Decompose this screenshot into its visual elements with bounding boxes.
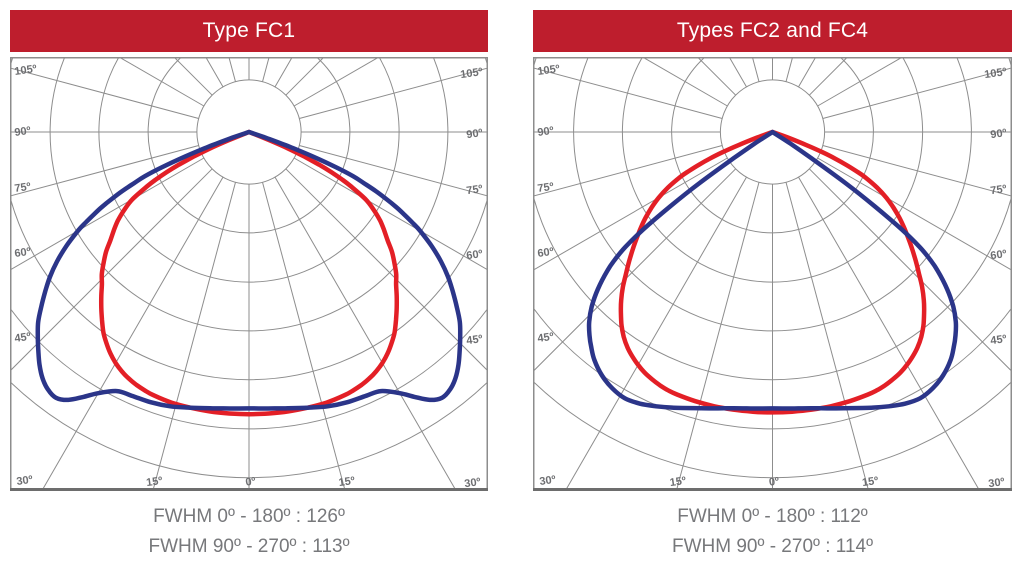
angle-tick-label: 105º [460, 66, 484, 81]
grid-spoke [262, 182, 346, 490]
angle-tick-label: 45º [14, 331, 32, 345]
panel-fc2-fc4-title: Types FC2 and FC4 [676, 19, 869, 42]
panel-fc2-fc4: Types FC2 and FC4 45º 45º 60º 60º 75º 75º 90º 9… [533, 10, 1012, 562]
angle-tick-label: 75º [466, 183, 484, 197]
angle-tick-label: 30º [16, 474, 34, 488]
grid-spoke [565, 176, 747, 490]
curve-90-270 [98, 129, 400, 417]
angle-tick-label: 90º [990, 127, 1008, 141]
grid-spoke [11, 168, 213, 371]
angle-tick-label: 45º [990, 333, 1008, 347]
angle-tick-label: 90º [14, 125, 32, 139]
fwhm-line-0-180: FWHM 0º - 180º : 112º [677, 506, 868, 527]
panel-fc2-fc4-chart-box: 45º 45º 60º 60º 75º 75º 90º 90º 105º 105º 30º 30º 15… [533, 57, 1012, 491]
grid-spoke [808, 168, 1011, 372]
angle-tick-label: 105º [537, 63, 561, 78]
grid-spoke [299, 145, 487, 197]
grid-spoke [11, 145, 199, 197]
curve-0-180 [586, 129, 959, 411]
angle-tick-label: 0º [245, 475, 257, 488]
polar-chart-fc1: 45º 45º 60º 60º 75º 75º 90º 90º 105º 105º 30º 30º 15… [10, 57, 488, 491]
grid-spoke [228, 58, 236, 82]
panel-fc1-title: Type FC1 [202, 19, 296, 42]
angle-tick-label: 90º [537, 125, 555, 139]
angle-tick-label: 60º [537, 246, 555, 260]
panel-fc1-chart-box: 45º 45º 60º 60º 75º 75º 90º 90º 105º 105º 30º 30º 15… [10, 57, 488, 491]
angle-tick-label: 75º [14, 181, 32, 195]
angle-tick-label: 15º [146, 475, 164, 489]
angle-tick-label: 90º [466, 127, 484, 141]
grid-spoke [676, 182, 760, 490]
grid-spoke [534, 157, 728, 271]
curve-90-270 [618, 129, 927, 415]
grid-spoke [262, 58, 270, 82]
angle-tick-label: 15º [669, 475, 687, 489]
grid-spoke [822, 67, 1011, 119]
grid-spoke [785, 182, 869, 490]
fwhm-line-90-270: FWHM 90º - 270º : 113º [148, 536, 350, 557]
polar-chart-fc2-fc4: 45º 45º 60º 60º 75º 75º 90º 90º 105º 105º 30º 30º 15… [533, 57, 1012, 491]
grid-spoke [534, 168, 737, 372]
grid-spoke [152, 182, 236, 490]
grid-spoke [785, 58, 793, 82]
grid-spoke [41, 176, 224, 490]
grid-spoke [11, 67, 199, 119]
angle-tick-label: 30º [539, 474, 557, 488]
angle-tick-label: 30º [464, 476, 482, 490]
angle-tick-label: 0º [768, 475, 780, 488]
angle-tick-label: 75º [990, 183, 1008, 197]
polar-grid [534, 58, 1011, 490]
curve-0-180 [35, 129, 463, 411]
polar-grid [11, 58, 487, 490]
grid-spoke [285, 168, 487, 371]
panel-fc2-fc4-title-bar: Types FC2 and FC4 [533, 10, 1012, 52]
grid-spoke [293, 157, 487, 270]
angle-tick-label: 60º [990, 248, 1008, 262]
grid-spoke [817, 157, 1011, 271]
angle-tick-label: 30º [988, 476, 1006, 490]
panel-fc1: Type FC1 45º 45º 60º 60º 75º 75º 90º 90º 105º 105… [10, 10, 488, 562]
grid-spoke [293, 58, 379, 107]
panel-fc2-fc4-fwhm: FWHM 0º - 180º : 112º FWHM 90º - 270º : … [533, 502, 1012, 562]
panel-fc1-fwhm: FWHM 0º - 180º : 126º FWHM 90º - 270º : … [10, 502, 488, 562]
angle-tick-label: 60º [466, 248, 484, 262]
panel-fc1-title-bar: Type FC1 [10, 10, 488, 52]
grid-spoke [822, 145, 1011, 197]
angle-tick-label: 105º [984, 66, 1008, 81]
angle-tick-label: 45º [537, 331, 555, 345]
fwhm-line-0-180: FWHM 0º - 180º : 126º [153, 506, 345, 527]
angle-tick-label: 60º [14, 246, 32, 260]
grid-spoke [274, 176, 457, 490]
grid-spoke [798, 176, 980, 490]
angle-tick-label: 45º [466, 333, 484, 347]
grid-spoke [299, 67, 487, 119]
grid-spoke [534, 145, 723, 197]
angle-tick-label: 15º [861, 475, 879, 489]
grid-spoke [11, 157, 205, 270]
fwhm-line-90-270: FWHM 90º - 270º : 114º [671, 536, 874, 557]
angle-tick-label: 15º [338, 475, 356, 489]
grid-spoke [534, 67, 723, 119]
angle-tick-label: 75º [537, 181, 555, 195]
angle-tick-label: 105º [14, 63, 38, 78]
grid-spoke [752, 58, 760, 82]
grid-spoke [119, 58, 205, 107]
